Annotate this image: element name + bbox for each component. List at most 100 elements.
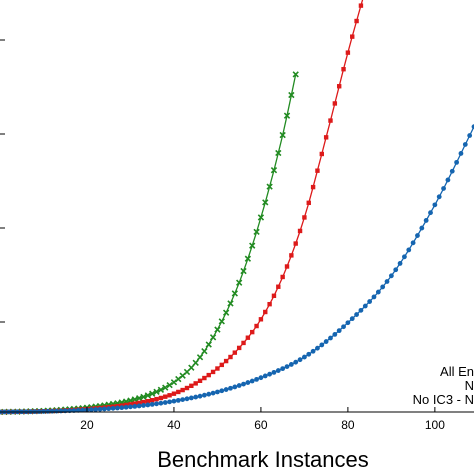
data-point-series-3 (93, 407, 99, 412)
data-point-series-2 (145, 399, 151, 404)
data-point-series-1 (257, 214, 265, 221)
data-point-series-3 (128, 404, 133, 410)
data-point-series-3 (419, 225, 425, 231)
data-point-series-2 (184, 385, 190, 391)
data-point-series-3 (62, 408, 68, 414)
data-point-series-2 (163, 394, 168, 399)
data-point-series-3 (362, 303, 368, 309)
data-point-series-3 (319, 342, 325, 348)
plot-markers (0, 3, 474, 416)
data-point-series-2 (258, 317, 264, 322)
data-point-series-2 (171, 391, 177, 396)
data-point-series-2 (241, 340, 246, 346)
data-point-series-3 (315, 345, 320, 351)
data-point-series-3 (88, 407, 94, 413)
data-point-series-3 (415, 233, 420, 238)
data-point-series-3 (267, 371, 273, 377)
data-point-series-1 (283, 112, 291, 119)
x-axis-title: Benchmark Instances (157, 447, 369, 472)
data-point-series-3 (249, 378, 255, 384)
data-point-series-3 (123, 404, 129, 410)
data-point-series-3 (471, 124, 474, 130)
data-point-series-3 (119, 405, 125, 411)
data-point-series-3 (375, 289, 381, 295)
data-point-series-3 (388, 273, 394, 279)
data-point-series-2 (219, 362, 224, 368)
data-point-series-2 (176, 389, 181, 395)
data-point-series-3 (206, 391, 212, 397)
data-point-series-3 (367, 299, 373, 304)
data-point-series-3 (228, 385, 233, 391)
data-point-series-2 (284, 264, 290, 269)
data-point-series-2 (328, 118, 333, 123)
data-point-series-2 (202, 375, 207, 381)
data-point-series-3 (167, 399, 172, 405)
data-point-series-3 (197, 393, 203, 399)
data-point-series-3 (219, 388, 225, 394)
data-point-series-3 (306, 351, 312, 357)
data-point-series-1 (149, 390, 156, 397)
legend-entry-2: N (465, 378, 474, 393)
data-point-series-2 (141, 399, 146, 405)
data-point-series-2 (136, 400, 142, 406)
data-point-series-2 (350, 34, 355, 39)
data-point-series-2 (180, 387, 185, 393)
data-point-series-2 (245, 335, 251, 340)
data-point-series-2 (341, 67, 346, 72)
data-point-series-1 (266, 183, 273, 190)
data-point-series-2 (206, 372, 211, 378)
x-tick-label: 80 (341, 418, 355, 432)
legend-entry-3: No IC3 - N (413, 392, 474, 407)
data-point-series-1 (218, 318, 225, 325)
data-point-series-3 (436, 194, 442, 200)
data-point-series-3 (393, 267, 399, 273)
data-point-series-3 (293, 359, 299, 365)
data-point-series-1 (227, 300, 234, 307)
data-point-series-1 (222, 309, 230, 316)
data-point-series-3 (280, 366, 286, 372)
plot-area (0, 0, 474, 413)
data-point-series-3 (175, 397, 181, 403)
data-point-series-3 (136, 403, 142, 409)
data-point-series-3 (215, 389, 220, 395)
data-point-series-1 (270, 167, 278, 174)
data-point-series-2 (319, 151, 324, 157)
data-point-series-3 (141, 403, 146, 408)
data-point-series-3 (210, 390, 216, 396)
data-point-series-3 (336, 328, 342, 334)
data-point-series-3 (97, 406, 103, 412)
data-point-series-3 (423, 218, 429, 223)
data-point-series-3 (406, 247, 412, 253)
data-point-series-2 (297, 228, 303, 234)
data-point-series-2 (336, 84, 342, 89)
data-point-series-1 (279, 131, 286, 139)
data-point-series-2 (254, 323, 259, 329)
data-point-series-1 (253, 228, 260, 236)
data-point-series-1 (249, 242, 256, 249)
data-point-series-3 (354, 312, 359, 317)
data-point-series-2 (276, 284, 281, 289)
data-point-series-3 (310, 348, 316, 354)
data-point-series-3 (345, 320, 351, 326)
x-axis-ticks: 20 40 60 80 100 (80, 407, 445, 432)
data-point-series-1 (162, 384, 169, 391)
data-point-series-3 (162, 400, 168, 405)
data-point-series-3 (402, 254, 407, 260)
data-point-series-1 (205, 341, 212, 348)
data-point-series-1 (166, 381, 173, 389)
data-point-series-3 (188, 395, 194, 401)
data-point-series-3 (154, 401, 159, 407)
data-point-series-3 (441, 186, 446, 191)
data-point-series-2 (289, 253, 294, 258)
legend-entry-1: All En (440, 364, 474, 379)
data-point-series-3 (349, 316, 355, 322)
data-point-series-2 (310, 184, 316, 190)
x-tick-label: 20 (80, 418, 94, 432)
data-point-series-1 (231, 290, 238, 297)
series-line-3 (0, 125, 474, 413)
data-point-series-1 (275, 149, 282, 157)
data-point-series-1 (170, 379, 178, 386)
data-point-series-1 (209, 334, 217, 341)
data-point-series-3 (184, 396, 190, 402)
